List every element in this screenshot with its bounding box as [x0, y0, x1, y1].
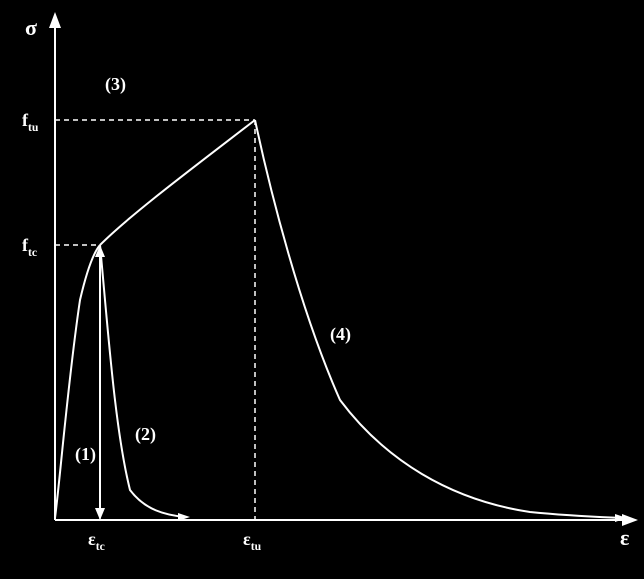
- curve-decay-2: [100, 245, 185, 517]
- x-tick-labels: εtc εtu: [88, 529, 262, 553]
- x-axis-label: ε: [620, 525, 629, 550]
- y-axis-arrow: [49, 12, 61, 28]
- axes: [49, 12, 638, 526]
- stress-strain-curves: [55, 120, 622, 518]
- annotation-2: (2): [135, 424, 156, 445]
- y-tick-label: ftu: [22, 110, 39, 134]
- y-tick-label: ftc: [22, 235, 37, 259]
- curve-rise: [55, 245, 100, 518]
- y-tick-labels: ftu ftc: [22, 110, 39, 259]
- curve-decay-4: [255, 120, 622, 518]
- x-tick-label: εtu: [243, 529, 262, 553]
- x-tick-label: εtc: [88, 529, 105, 553]
- curve-hardening: [100, 120, 255, 245]
- y-axis-label: σ: [25, 15, 37, 40]
- annotation-1: (1): [75, 444, 96, 465]
- annotation-4: (4): [330, 324, 351, 345]
- annotation-3: (3): [105, 74, 126, 95]
